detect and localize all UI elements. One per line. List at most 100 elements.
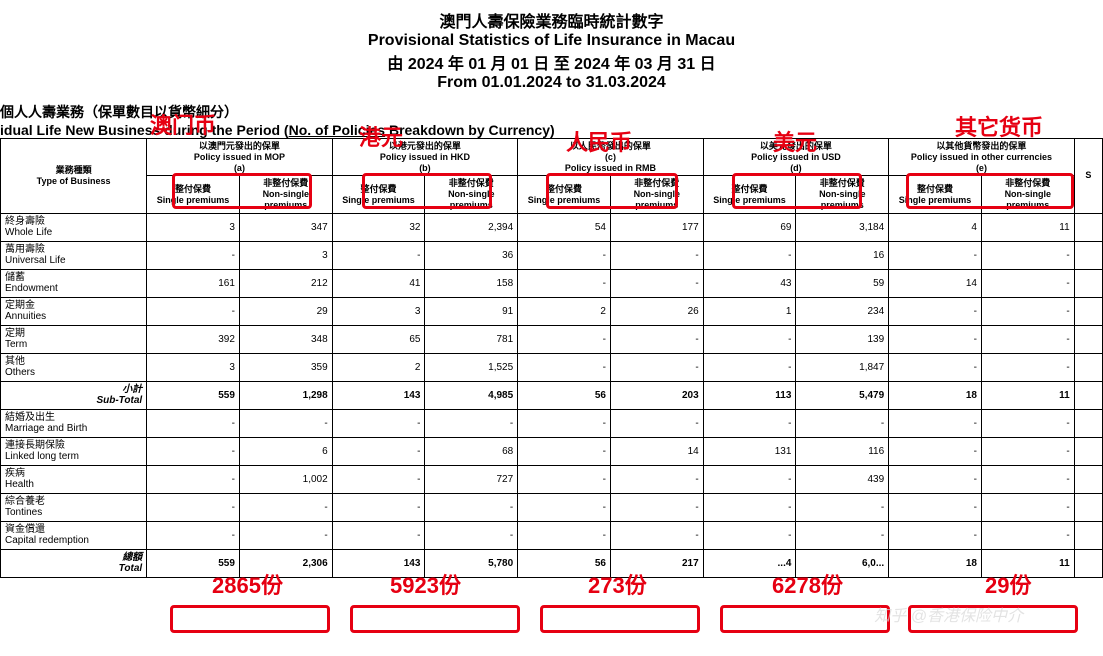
th-np: 非整付保費Non-single premiums	[981, 176, 1074, 213]
th-sp: 整付保費Single premiums	[889, 176, 982, 213]
table-row: 其他Others335921,525---1,847--	[1, 353, 1103, 381]
cell: 3,184	[796, 213, 889, 241]
cell	[1074, 325, 1102, 353]
cell	[1074, 297, 1102, 325]
cell: 3	[147, 213, 240, 241]
th-np: 非整付保費Non-single premiums	[425, 176, 518, 213]
cell: -	[889, 353, 982, 381]
row-header: 資金償還Capital redemption	[1, 521, 147, 549]
cell: 116	[796, 437, 889, 465]
cell: -	[889, 493, 982, 521]
cell: 3	[332, 297, 425, 325]
cell: -	[981, 521, 1074, 549]
cell: -	[332, 521, 425, 549]
row-header: 定期金Annuities	[1, 297, 147, 325]
cell: 781	[425, 325, 518, 353]
cell: 143	[332, 381, 425, 409]
redbox-total-hkd	[350, 605, 520, 633]
table-row: 小計Sub-Total5591,2981434,985562031135,479…	[1, 381, 1103, 409]
cell: 68	[425, 437, 518, 465]
cell: 1	[703, 297, 796, 325]
cell: -	[518, 353, 611, 381]
cell: -	[889, 325, 982, 353]
cell: -	[147, 465, 240, 493]
page-header: 澳門人壽保險業務臨時統計數字 Provisional Statistics of…	[0, 0, 1103, 92]
cell: -	[518, 465, 611, 493]
period-cn: 由 2024 年 01 月 01 日 至 2024 年 03 月 31 日	[0, 50, 1103, 74]
annot-other: 其它货币	[955, 110, 1043, 142]
cell: -	[981, 465, 1074, 493]
annot-hkd: 港元	[359, 120, 403, 152]
cell: 41	[332, 269, 425, 297]
title-en: Provisional Statistics of Life Insurance…	[0, 32, 1103, 50]
cell: -	[425, 521, 518, 549]
cell	[1074, 381, 1102, 409]
table-row: 定期金Annuities-293912261234--	[1, 297, 1103, 325]
cell: -	[147, 297, 240, 325]
cell: 59	[796, 269, 889, 297]
cell: 3	[147, 353, 240, 381]
cell: -	[332, 409, 425, 437]
cell: 131	[703, 437, 796, 465]
row-header: 萬用壽險Universal Life	[1, 241, 147, 269]
cell: 4,985	[425, 381, 518, 409]
cell	[1074, 241, 1102, 269]
redbox-total-mop	[170, 605, 330, 633]
cell: -	[889, 297, 982, 325]
cell: -	[981, 269, 1074, 297]
row-header: 連接長期保險Linked long term	[1, 437, 147, 465]
redbox-total-usd	[720, 605, 890, 633]
th-sp: 整付保費Single premiums	[332, 176, 425, 213]
cell: -	[239, 409, 332, 437]
row-header: 小計Sub-Total	[1, 381, 147, 409]
table-row: 連接長期保險Linked long term-6-68-14131116--	[1, 437, 1103, 465]
cell: 347	[239, 213, 332, 241]
annot-total-hkd: 5923份	[390, 568, 461, 600]
cell: -	[981, 297, 1074, 325]
cell: -	[610, 521, 703, 549]
annot-total-mop: 2865份	[212, 568, 283, 600]
cell: 2	[518, 297, 611, 325]
cell: -	[147, 241, 240, 269]
th-sp: 整付保費Single premiums	[518, 176, 611, 213]
cell: 392	[147, 325, 240, 353]
table-row: 萬用壽險Universal Life-3-36---16--	[1, 241, 1103, 269]
cell: -	[981, 493, 1074, 521]
period-en: From 01.01.2024 to 31.03.2024	[0, 74, 1103, 92]
cell: 65	[332, 325, 425, 353]
cell: -	[889, 409, 982, 437]
cell: -	[332, 465, 425, 493]
cell	[1074, 493, 1102, 521]
row-header: 總額Total	[1, 549, 147, 577]
cell: -	[518, 437, 611, 465]
th-np: 非整付保費Non-single premiums	[796, 176, 889, 213]
th-mop: 以澳門元發出的保單Policy issued in MOP(a)	[147, 139, 333, 176]
cell: -	[981, 409, 1074, 437]
table-row: 總額Total5592,3061435,78056217...46,0...18…	[1, 549, 1103, 577]
cell: -	[703, 409, 796, 437]
cell: 1,525	[425, 353, 518, 381]
table-row: 結婚及出生Marriage and Birth----------	[1, 409, 1103, 437]
cell: -	[796, 521, 889, 549]
cell: 6	[239, 437, 332, 465]
cell: 1,847	[796, 353, 889, 381]
cell: 11	[981, 381, 1074, 409]
cell: -	[239, 493, 332, 521]
cell: -	[518, 493, 611, 521]
table-row: 資金償還Capital redemption----------	[1, 521, 1103, 549]
cell: -	[889, 465, 982, 493]
annot-usd: 美元	[773, 125, 817, 157]
cell: 348	[239, 325, 332, 353]
table-body: 終身壽險Whole Life3347322,39454177693,184411…	[1, 213, 1103, 577]
cell: -	[889, 241, 982, 269]
annot-mop: 澳门币	[150, 108, 216, 140]
cell: -	[610, 493, 703, 521]
th-other: 以其他貨幣發出的保單Policy issued in other currenc…	[889, 139, 1075, 176]
cell	[1074, 269, 1102, 297]
cell: 43	[703, 269, 796, 297]
cell	[1074, 353, 1102, 381]
cell: -	[703, 465, 796, 493]
table-row: 疾病Health-1,002-727---439--	[1, 465, 1103, 493]
cell: 18	[889, 381, 982, 409]
cell	[1074, 213, 1102, 241]
